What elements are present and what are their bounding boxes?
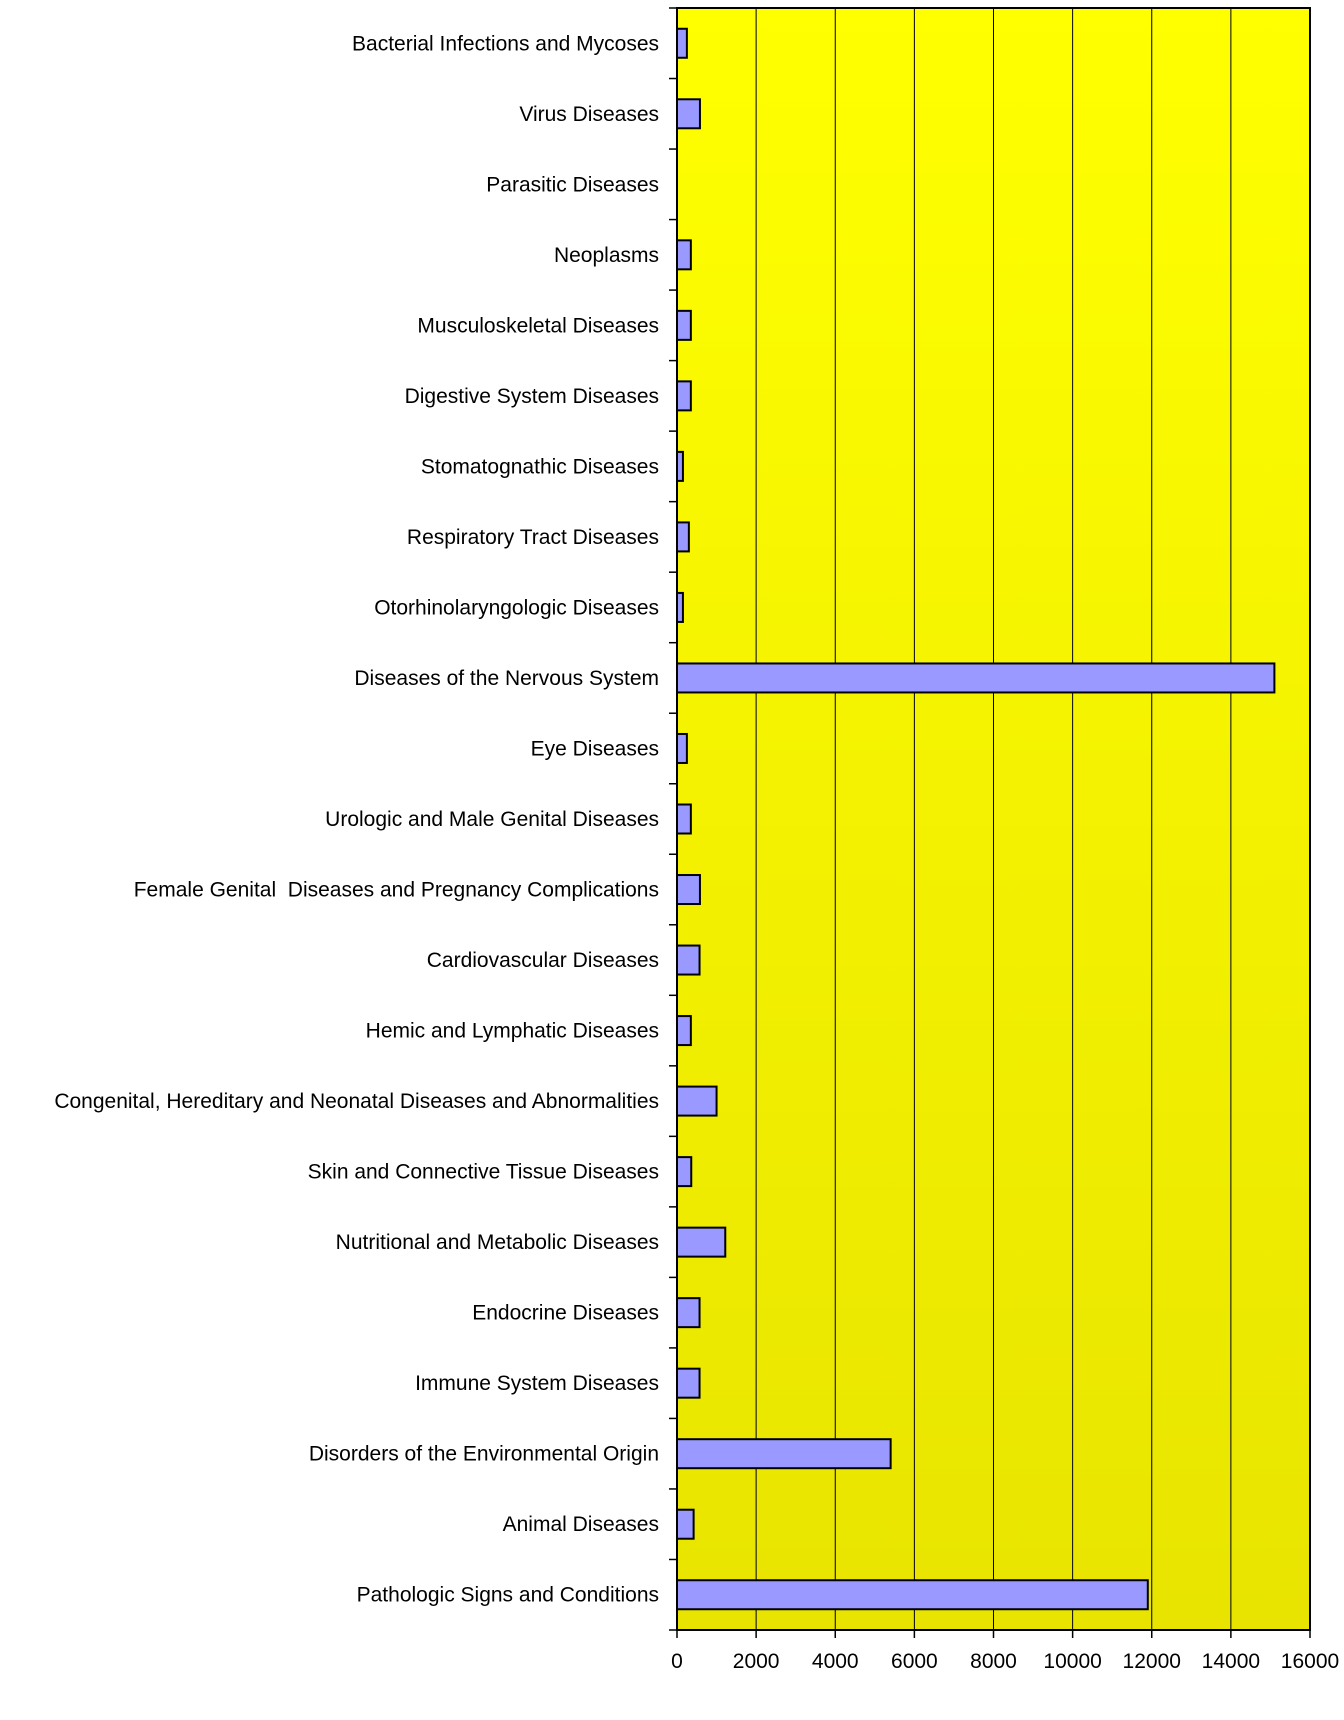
x-tick-label: 2000 bbox=[733, 1650, 780, 1673]
x-tick-label: 16000 bbox=[1281, 1650, 1339, 1673]
category-label: Cardiovascular Diseases bbox=[427, 949, 659, 972]
category-label: Diseases of the Nervous System bbox=[354, 667, 659, 690]
x-tick-label: 6000 bbox=[891, 1650, 938, 1673]
category-label: Neoplasms bbox=[554, 244, 659, 267]
bar-17 bbox=[676, 1226, 727, 1258]
x-tick-label: 14000 bbox=[1202, 1650, 1260, 1673]
bar-13 bbox=[676, 944, 701, 976]
category-label: Skin and Connective Tissue Diseases bbox=[308, 1161, 659, 1184]
bar-5 bbox=[676, 380, 692, 412]
category-label: Endocrine Diseases bbox=[472, 1302, 659, 1325]
category-label: Parasitic Diseases bbox=[486, 173, 659, 196]
bar-22 bbox=[676, 1579, 1149, 1611]
gridlines bbox=[755, 8, 1232, 1630]
bar-0 bbox=[676, 27, 688, 59]
category-label: Congenital, Hereditary and Neonatal Dise… bbox=[54, 1090, 659, 1113]
category-label: Hemic and Lymphatic Diseases bbox=[366, 1020, 659, 1043]
x-tick-label: 10000 bbox=[1043, 1650, 1101, 1673]
category-label: Digestive System Diseases bbox=[405, 385, 659, 408]
category-label: Nutritional and Metabolic Diseases bbox=[336, 1231, 659, 1254]
category-label: Virus Diseases bbox=[519, 103, 659, 126]
x-tick-label: 4000 bbox=[812, 1650, 859, 1673]
bar-11 bbox=[676, 803, 692, 835]
category-label: Female Genital Diseases and Pregnancy Co… bbox=[134, 879, 659, 902]
bar-21 bbox=[676, 1508, 695, 1540]
axes bbox=[669, 7, 1311, 1638]
x-tick-label: 8000 bbox=[970, 1650, 1017, 1673]
category-label: Animal Diseases bbox=[503, 1513, 659, 1536]
category-label: Musculoskeletal Diseases bbox=[417, 314, 659, 337]
bar-1 bbox=[676, 98, 701, 130]
bar-20 bbox=[676, 1438, 892, 1470]
bars bbox=[676, 27, 1276, 1611]
bar-4 bbox=[676, 309, 692, 341]
category-label: Eye Diseases bbox=[531, 737, 659, 760]
category-label: Disorders of the Environmental Origin bbox=[309, 1443, 659, 1466]
category-label: Otorhinolaryngologic Diseases bbox=[374, 596, 659, 619]
bar-12 bbox=[676, 874, 701, 906]
category-label: Bacterial Infections and Mycoses bbox=[352, 32, 659, 55]
bar-10 bbox=[676, 732, 688, 764]
category-label: Stomatognathic Diseases bbox=[421, 455, 659, 478]
category-label: Immune System Diseases bbox=[415, 1372, 659, 1395]
category-label: Pathologic Signs and Conditions bbox=[357, 1584, 659, 1607]
x-tick-label: 12000 bbox=[1123, 1650, 1181, 1673]
bar-18 bbox=[676, 1297, 701, 1329]
bar-16 bbox=[676, 1156, 693, 1188]
category-label: Respiratory Tract Diseases bbox=[407, 526, 659, 549]
x-tick-labels: 0 2000 4000 6000 8000 10000 12000 14000 16000 bbox=[671, 1650, 1339, 1673]
bar-19 bbox=[676, 1367, 701, 1399]
bar-3 bbox=[676, 239, 692, 271]
bar-9 bbox=[676, 662, 1276, 694]
bar-15 bbox=[676, 1085, 718, 1117]
bar-14 bbox=[676, 1015, 692, 1047]
bar-7 bbox=[676, 521, 690, 553]
x-tick-label: 0 bbox=[671, 1650, 683, 1673]
category-label: Urologic and Male Genital Diseases bbox=[325, 808, 659, 831]
category-labels: Bacterial Infections and Mycoses Virus Di… bbox=[54, 32, 659, 1606]
